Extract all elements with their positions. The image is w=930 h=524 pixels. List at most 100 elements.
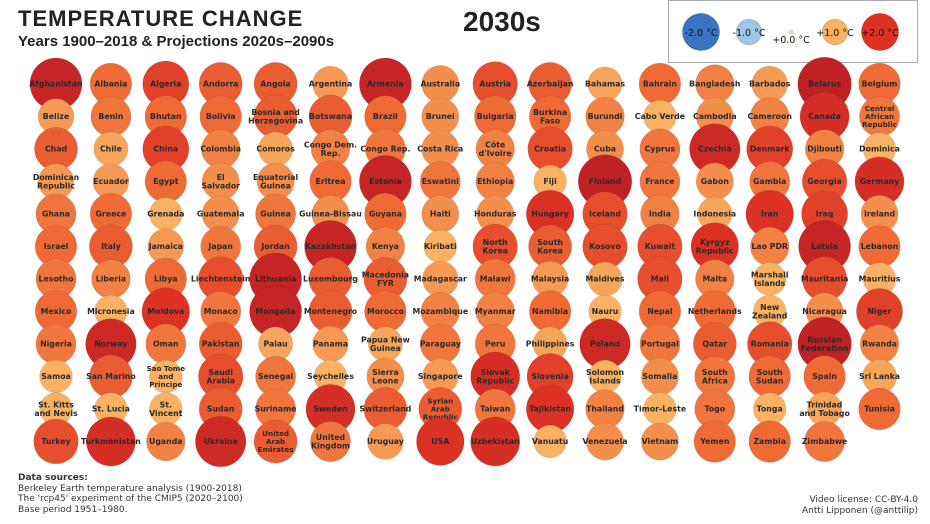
- country-label: South Korea: [537, 238, 563, 255]
- country-label: Belgium: [862, 80, 898, 89]
- country-label: Finland: [589, 177, 622, 186]
- country-label: Taiwan: [480, 405, 510, 414]
- country-label: Ireland: [864, 210, 895, 219]
- country-label: Gabon: [701, 177, 729, 186]
- country-label: Barbados: [749, 80, 791, 89]
- country-label: India: [649, 210, 671, 219]
- bubble-mark: [470, 416, 521, 467]
- country-label: Tajikistan: [529, 405, 571, 414]
- country-label: Turkmenistan: [81, 437, 141, 446]
- country-bubble: Cyprus: [639, 128, 681, 170]
- country-bubble: Spain: [803, 355, 846, 398]
- country-bubble: Slovenia: [526, 353, 574, 400]
- country-label: Paraguay: [420, 340, 461, 349]
- country-label: Burkina Faso: [533, 108, 567, 125]
- country-label: Lao PDR: [751, 242, 788, 251]
- sources-heading: Data sources:: [18, 473, 88, 483]
- country-label: Bhutan: [150, 112, 182, 121]
- country-label: Tonga: [757, 405, 783, 414]
- period-label: 2030s: [463, 6, 541, 37]
- country-bubble: Gabon: [695, 162, 734, 201]
- country-bubble: Ukraine: [195, 415, 247, 468]
- country-bubble: Sao Tome and Principe: [146, 359, 185, 394]
- country-label: Kiribati: [424, 242, 457, 251]
- country-bubble: Haiti: [421, 195, 460, 233]
- country-label: Lithuania: [255, 275, 296, 284]
- bubble-mark: [533, 424, 567, 459]
- country-bubble: United Arab Emirates: [253, 419, 298, 464]
- country-label: Latvia: [811, 242, 838, 251]
- country-bubble: Lao PDR: [750, 226, 790, 267]
- country-label: Ghana: [42, 210, 70, 219]
- country-bubble: Turkey: [33, 418, 79, 465]
- country-bubble: Myanmar: [475, 291, 516, 332]
- country-label: Australia: [420, 80, 460, 89]
- country-label: Maldives: [586, 275, 625, 284]
- country-bubble: United Kingdom: [310, 421, 351, 462]
- bubble-mark: [804, 421, 846, 462]
- country-label: Sweden: [313, 405, 348, 414]
- country-label: Fiji: [543, 177, 557, 186]
- country-label: Chile: [100, 145, 122, 154]
- country-label: Mexico: [41, 307, 72, 316]
- country-label: Panama: [313, 340, 348, 349]
- country-bubble: Grenada: [147, 197, 184, 231]
- country-label: Bolivia: [206, 112, 236, 121]
- country-bubble: Libya: [144, 257, 187, 301]
- country-label: Liberia: [96, 275, 126, 284]
- country-label: Vietnam: [642, 437, 679, 446]
- country-label: Estonia: [369, 177, 402, 186]
- country-label: Togo: [705, 405, 726, 414]
- bubble-mark: [146, 421, 186, 462]
- country-label: Belize: [43, 112, 69, 121]
- country-label: Austria: [479, 80, 511, 89]
- country-bubble: Benin: [90, 96, 132, 137]
- country-label: El Salvador: [201, 173, 240, 190]
- country-label: Burundi: [588, 112, 623, 121]
- country-bubble: Comoros: [256, 131, 295, 167]
- country-bubble: Barbados: [749, 65, 791, 103]
- country-bubble: Algeria: [142, 60, 190, 108]
- country-label: Moldova: [147, 307, 184, 316]
- country-label: Singapore: [418, 372, 463, 381]
- source-line-3: Base period 1951–1980.: [18, 504, 128, 515]
- country-bubble: El Salvador: [201, 162, 240, 201]
- country-label: Cambodia: [693, 112, 737, 121]
- country-label: Indonesia: [693, 210, 736, 219]
- country-label: Hungary: [531, 210, 568, 219]
- legend-swatch: [788, 29, 794, 35]
- country-bubble: Venezuela: [582, 422, 628, 461]
- bubble-mark: [748, 420, 791, 463]
- country-bubble: Madagascar: [414, 260, 467, 298]
- country-label: Bangladesh: [689, 80, 740, 89]
- country-bubble: Macedonia FYR: [362, 257, 409, 301]
- country-label: Micronesia: [87, 307, 135, 316]
- legend-label: -2.0 °C: [685, 28, 718, 39]
- country-bubble: Croatia: [527, 126, 573, 172]
- country-label: Bahrain: [643, 80, 677, 89]
- country-label: Solomon Islands: [586, 368, 624, 385]
- country-label: Luxembourg: [303, 275, 358, 284]
- country-label: Côte d'Ivoire: [479, 141, 512, 158]
- country-label: St. Lucia: [92, 405, 130, 414]
- country-label: Egypt: [153, 177, 179, 186]
- country-label: Sudan: [207, 405, 235, 414]
- bubble-mark: [586, 422, 624, 461]
- country-label: Madagascar: [414, 275, 467, 284]
- country-label: Brunei: [426, 112, 455, 121]
- country-bubble: Ecuador: [92, 163, 130, 200]
- country-bubble: Guyana: [364, 192, 407, 236]
- country-label: Lebanon: [861, 242, 899, 251]
- bubble-mark: [416, 417, 465, 466]
- country-label: Niger: [868, 307, 892, 316]
- country-bubble: Cabo Verde: [635, 99, 685, 134]
- country-bubble: Uruguay: [367, 423, 404, 460]
- country-label: Palau: [263, 340, 287, 349]
- country-label: Poland: [590, 340, 620, 349]
- country-label: Zimbabwe: [802, 437, 847, 446]
- country-label: Eritrea: [316, 177, 346, 186]
- country-label: Kenya: [372, 242, 399, 251]
- country-label: Spain: [812, 372, 837, 381]
- country-label: Georgia: [807, 177, 841, 186]
- credits: Video license: CC-BY-4.0 Antti Lipponen …: [802, 495, 918, 516]
